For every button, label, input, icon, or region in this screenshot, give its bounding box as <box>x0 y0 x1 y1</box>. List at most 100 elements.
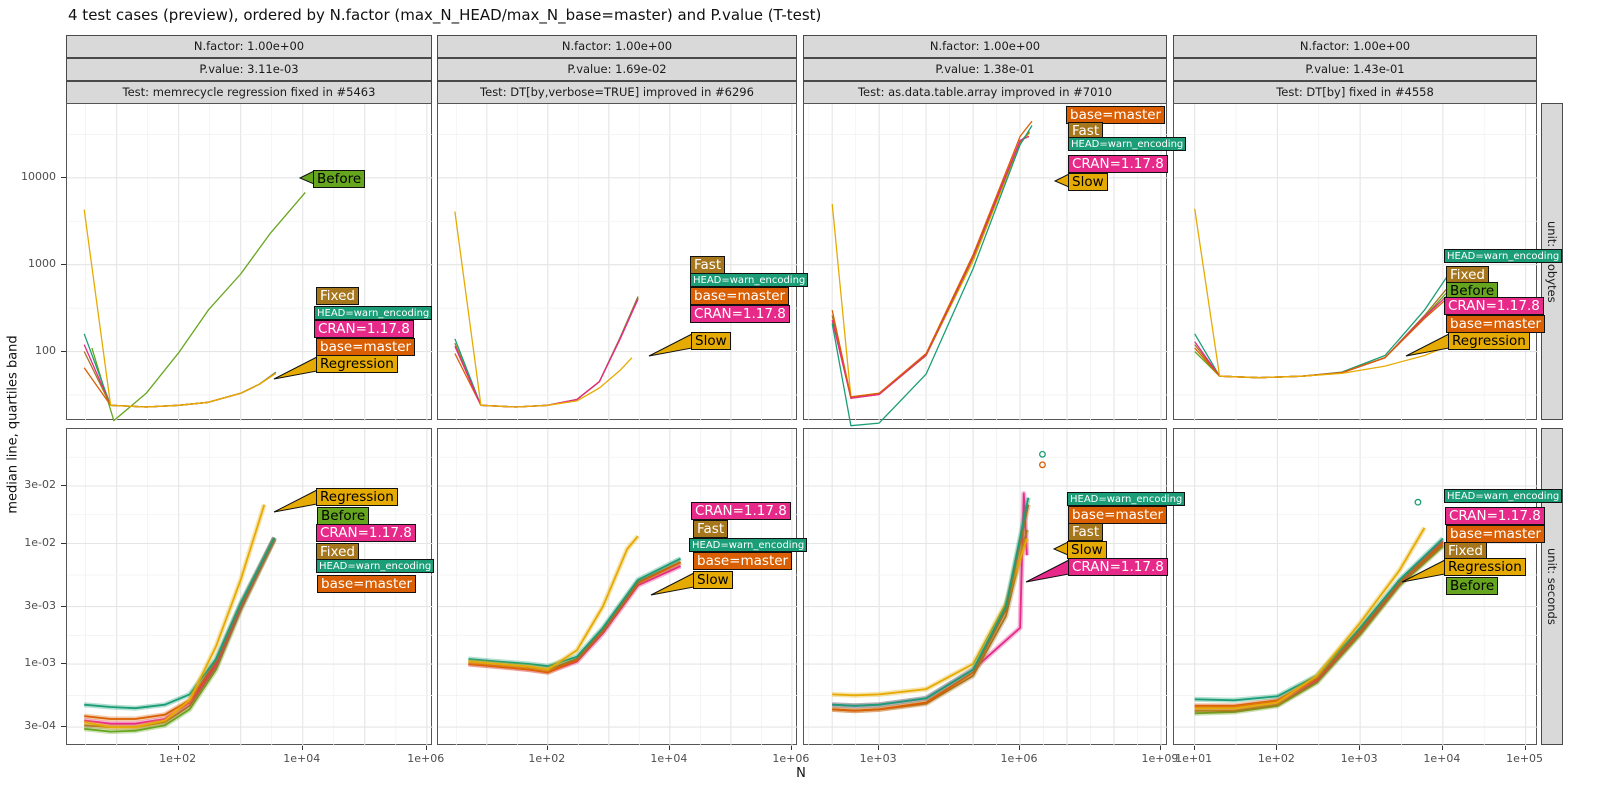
x-tick-label: 1e+03 <box>859 752 897 765</box>
series-line <box>831 135 1030 399</box>
series-line <box>832 504 1030 712</box>
series-label: CRAN=1.17.8 <box>690 305 790 323</box>
series-line <box>1194 296 1447 379</box>
facet-panel-r0c1: Fast HEAD=warn_encoding base=master CRAN=1.… <box>437 103 809 421</box>
x-tick-mark <box>425 745 427 750</box>
chart-title: 4 test cases (preview), ordered by N.fac… <box>68 6 822 24</box>
facet-strip-p_value: P.value: 3.11e-03 <box>66 58 432 81</box>
series-label: Regression <box>316 488 398 506</box>
facet-strip-p_value: P.value: 1.38e-01 <box>803 58 1167 81</box>
series-label: CRAN=1.17.8 <box>1445 507 1545 525</box>
series-label: Before <box>1446 577 1499 595</box>
series-line <box>84 537 276 710</box>
series-label: base=master <box>690 287 790 305</box>
y-tick-mark <box>61 485 66 486</box>
series-line <box>83 367 276 408</box>
y-tick-label: 10000 <box>21 169 56 183</box>
x-tick-label: 1e+06 <box>407 752 445 765</box>
x-tick-mark <box>1524 745 1526 750</box>
x-tick-mark <box>1159 745 1161 750</box>
series-label: base=master <box>316 338 416 356</box>
x-tick-label: 1e+03 <box>1340 752 1378 765</box>
series-line <box>1194 527 1426 710</box>
facet-panel-r0c2: base=master Fast HEAD=warn_encoding CRAN=1.… <box>803 103 1187 427</box>
series-label: Regression <box>316 355 398 373</box>
x-tick-label: 1e+01 <box>1175 752 1213 765</box>
y-tick-mark <box>61 542 66 544</box>
panel-canvas <box>438 429 798 746</box>
series-line <box>454 297 639 408</box>
series-line <box>1194 272 1450 379</box>
label-arrow <box>298 170 315 185</box>
x-tick-mark <box>1019 745 1021 750</box>
y-tick-mark <box>61 726 66 728</box>
outlier-point <box>1039 450 1046 458</box>
y-tick-mark <box>61 350 66 352</box>
y-tick-label: 1e-02 <box>24 535 56 549</box>
facet-panel-r1c2: HEAD=warn_encoding base=master Fast Slow CRA… <box>803 428 1186 746</box>
series-label: Before <box>317 507 370 525</box>
facet-strip-test: Test: as.data.table.array improved in #7… <box>803 81 1167 104</box>
label-arrow <box>273 489 318 513</box>
series-label: Slow <box>1068 173 1108 191</box>
series-label: HEAD=warn_encoding <box>1444 249 1563 263</box>
label-arrow <box>1053 173 1070 188</box>
outlier-point <box>1039 461 1046 469</box>
x-axis-title: N <box>796 766 806 781</box>
series-line <box>454 298 639 408</box>
series-label: Slow <box>693 571 733 589</box>
x-tick-label: 1e+05 <box>1506 752 1544 765</box>
panel-canvas <box>804 104 1168 427</box>
y-tick-label: 1000 <box>28 256 56 270</box>
series-label: Fast <box>690 256 726 274</box>
series-line <box>468 535 639 671</box>
series-line <box>1194 543 1444 712</box>
series-line <box>91 191 306 422</box>
y-axis-title: median line, quartiles band <box>5 335 21 514</box>
facet-panel-r0c0: Before Fixed HEAD=warn_encoding CRAN=1.17.8… <box>66 103 433 422</box>
y-tick-label: 3e-02 <box>24 478 56 491</box>
series-line <box>1194 208 1440 379</box>
series-label: CRAN=1.17.8 <box>314 320 414 338</box>
series-line <box>831 120 1033 398</box>
series-label: Fixed <box>316 543 359 561</box>
x-tick-mark <box>546 745 548 750</box>
panel-canvas <box>1174 429 1538 746</box>
series-line <box>1194 541 1444 707</box>
series-label: Slow <box>691 332 731 350</box>
series-label: Fixed <box>316 287 359 305</box>
label-arrow <box>648 333 693 357</box>
series-line <box>83 351 276 408</box>
series-line <box>1194 298 1447 379</box>
series-label: Fixed <box>1444 542 1487 560</box>
panel-canvas <box>67 429 433 746</box>
facet-panel-r1c1: CRAN=1.17.8 Fast HEAD=warn_encoding base=ma… <box>437 428 808 746</box>
label-arrow <box>273 356 318 380</box>
x-tick-mark <box>668 745 670 750</box>
series-label: HEAD=warn_encoding <box>1444 489 1563 503</box>
series-label: Slow <box>1067 541 1107 559</box>
facet-strip-n_factor: N.factor: 1.00e+00 <box>803 35 1167 58</box>
y-tick-label: 3e-04 <box>24 719 56 733</box>
series-label: base=master <box>317 575 417 593</box>
series-label: base=master <box>1446 525 1546 543</box>
series-label: Regression <box>1448 332 1530 350</box>
series-line <box>468 557 682 668</box>
x-tick-label: 1e+06 <box>772 752 810 765</box>
series-label: base=master <box>1066 106 1166 124</box>
series-line <box>832 497 1030 707</box>
series-label: HEAD=warn_encoding <box>690 273 809 287</box>
facet-strip-test: Test: memrecycle regression fixed in #54… <box>66 81 432 104</box>
panel-canvas <box>438 104 798 421</box>
x-tick-mark <box>1193 745 1195 750</box>
series-line <box>468 561 681 674</box>
outlier-point <box>1414 498 1422 506</box>
series-line <box>83 344 276 408</box>
series-label: Fast <box>1068 122 1104 140</box>
series-label: base=master <box>1446 315 1546 333</box>
panel-canvas <box>804 429 1168 746</box>
x-tick-label: 1e+04 <box>283 752 321 765</box>
x-tick-mark <box>878 745 880 750</box>
y-tick-label: 3e-03 <box>24 598 56 612</box>
